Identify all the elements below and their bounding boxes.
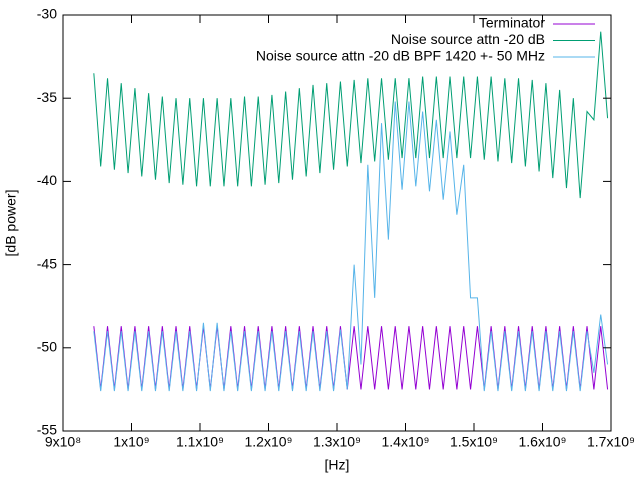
series-line	[93, 101, 609, 392]
x-tick-label: 1.6x10⁹	[518, 434, 566, 450]
x-tick-label: 1.3x10⁹	[313, 434, 361, 450]
y-tick-label: -45	[37, 255, 57, 271]
x-tick-label: 9x10⁸	[45, 434, 81, 450]
y-axis-label: [dB power]	[3, 190, 19, 257]
y-tick-label: -55	[37, 422, 57, 438]
y-tick-label: -30	[37, 6, 57, 22]
x-tick-label: 1.4x10⁹	[381, 434, 429, 450]
series-line	[93, 31, 609, 199]
x-tick-label: 1.2x10⁹	[244, 434, 292, 450]
x-tick-label: 1x10⁹	[113, 434, 149, 450]
x-tick-label: 1.5x10⁹	[450, 434, 498, 450]
x-tick-label: 1.1x10⁹	[176, 434, 224, 450]
x-tick-label: 1.7x10⁹	[587, 434, 635, 450]
legend-label: Terminator	[479, 15, 545, 31]
legend-label: Noise source attn -20 dB	[391, 31, 545, 47]
y-tick-label: -50	[37, 339, 57, 355]
y-tick-label: -40	[37, 172, 57, 188]
plot-border	[62, 14, 612, 432]
y-tick-label: -35	[37, 89, 57, 105]
x-axis-label: [Hz]	[325, 457, 350, 473]
legend-label: Noise source attn -20 dB BPF 1420 +- 50 …	[256, 48, 545, 64]
